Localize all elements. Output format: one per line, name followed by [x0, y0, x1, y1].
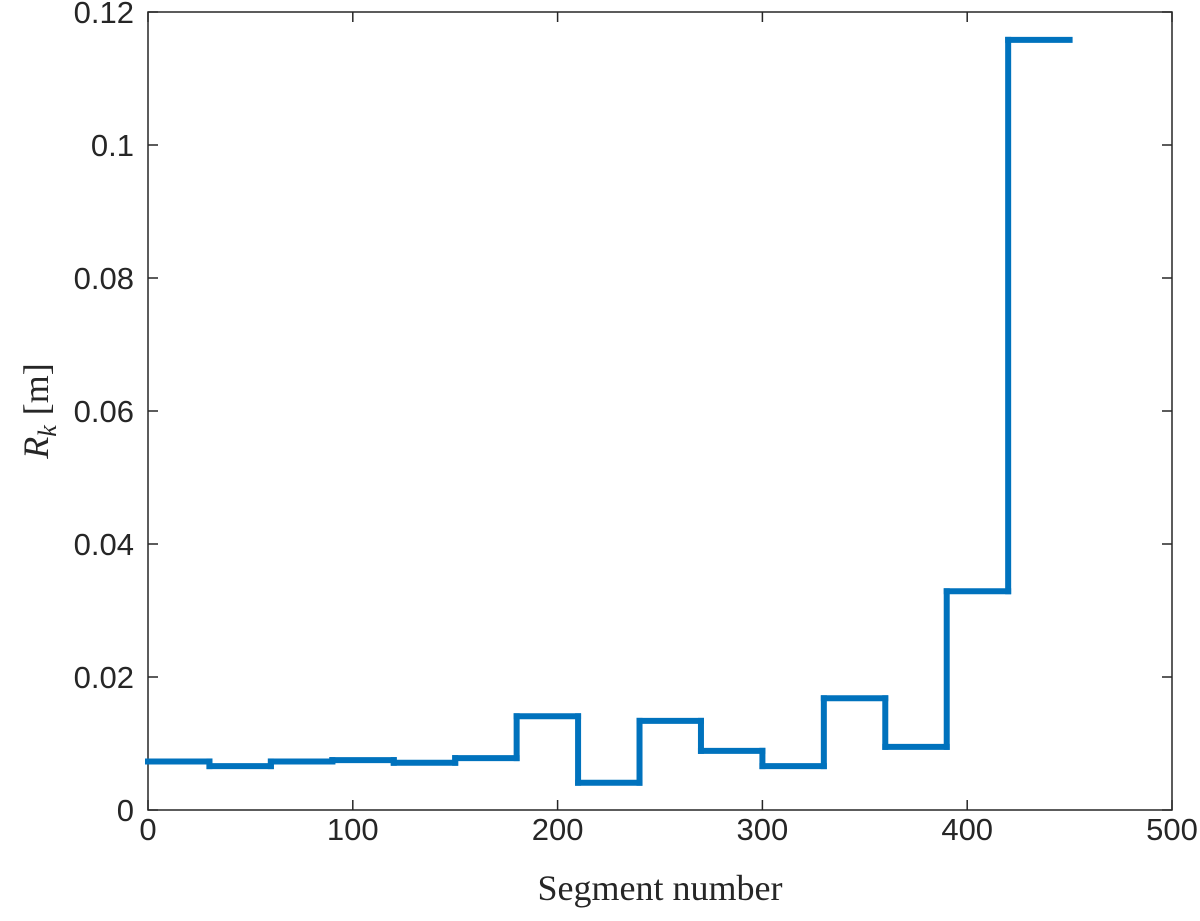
- x-tick-label: 200: [532, 812, 584, 847]
- x-axis-label: Segment number: [538, 868, 783, 908]
- y-tick-label: 0.12: [74, 0, 134, 30]
- y-tick-label: 0.08: [74, 261, 134, 296]
- y-label-symbol: R: [16, 437, 56, 460]
- x-tick-label: 400: [941, 812, 993, 847]
- y-tick-label: 0.06: [74, 394, 134, 429]
- y-tick-label: 0.02: [74, 660, 134, 695]
- x-tick-label: 0: [139, 812, 156, 847]
- x-tick-label: 300: [737, 812, 789, 847]
- y-axis-label: Rk [m]: [16, 363, 62, 460]
- y-tick-label: 0.1: [91, 128, 134, 163]
- y-tick-label: 0.04: [74, 527, 134, 562]
- x-tick-label: 100: [327, 812, 379, 847]
- axes-box: [147, 11, 1173, 811]
- x-tick-label: 500: [1146, 812, 1198, 847]
- y-label-unit: [m]: [16, 363, 56, 415]
- y-label-subscript: k: [33, 425, 62, 437]
- y-tick-label: 0: [117, 793, 134, 828]
